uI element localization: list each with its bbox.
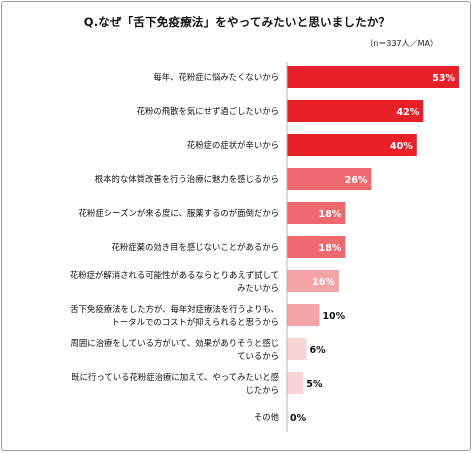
category-label: 周囲に治療をしている方がいて、効果がありそうと感じているから	[71, 338, 279, 361]
category-label: 舌下免疫療法をした方が、毎年対症療法を行うよりも、トータルでのコストが抑えられる…	[70, 304, 279, 327]
value-label: 6%	[309, 345, 326, 356]
category-label: 花粉の飛散を気にせず過ごしたいから	[137, 106, 279, 116]
category-label: 花粉症シーズンが来る度に、服薬するのが面倒だから	[79, 208, 279, 218]
value-label: 0%	[290, 413, 307, 424]
value-label: 53%	[432, 73, 455, 84]
category-label: 既に行っている花粉症治療に加えて、やってみたいと感じたから	[71, 372, 279, 395]
sample-note: （n＝337人／MA）	[365, 39, 438, 48]
value-label: 40%	[390, 141, 413, 152]
bar	[287, 134, 417, 156]
value-label: 18%	[319, 243, 342, 254]
category-label: 毎年、花粉症に悩みたくないから	[153, 72, 279, 82]
category-label: 花粉症薬の効き目を感じないことがあるから	[112, 242, 280, 252]
bar	[287, 202, 346, 224]
category-label: 花粉症が解消される可能性があるならとりあえず試してみたいから	[70, 270, 279, 293]
chart-title: Q.なぜ「舌下免疫療法」をやってみたいと思いましたか？	[83, 15, 391, 29]
bar	[287, 66, 459, 88]
value-label: 18%	[319, 209, 342, 220]
category-label: その他	[254, 412, 280, 422]
bar	[287, 304, 320, 326]
bar	[287, 338, 307, 360]
category-label: 根本的な体質改善を行う治療に魅力を感じるから	[95, 174, 279, 184]
bar	[287, 100, 424, 122]
bar	[287, 168, 372, 190]
category-label: 花粉症の症状が辛いから	[187, 140, 279, 150]
value-label: 16%	[312, 277, 335, 288]
value-label: 5%	[306, 379, 323, 390]
value-label: 42%	[397, 107, 420, 118]
value-label: 26%	[345, 175, 368, 186]
value-label: 10%	[322, 311, 345, 322]
bar	[287, 372, 304, 394]
bar	[287, 236, 346, 258]
bar	[287, 270, 339, 292]
